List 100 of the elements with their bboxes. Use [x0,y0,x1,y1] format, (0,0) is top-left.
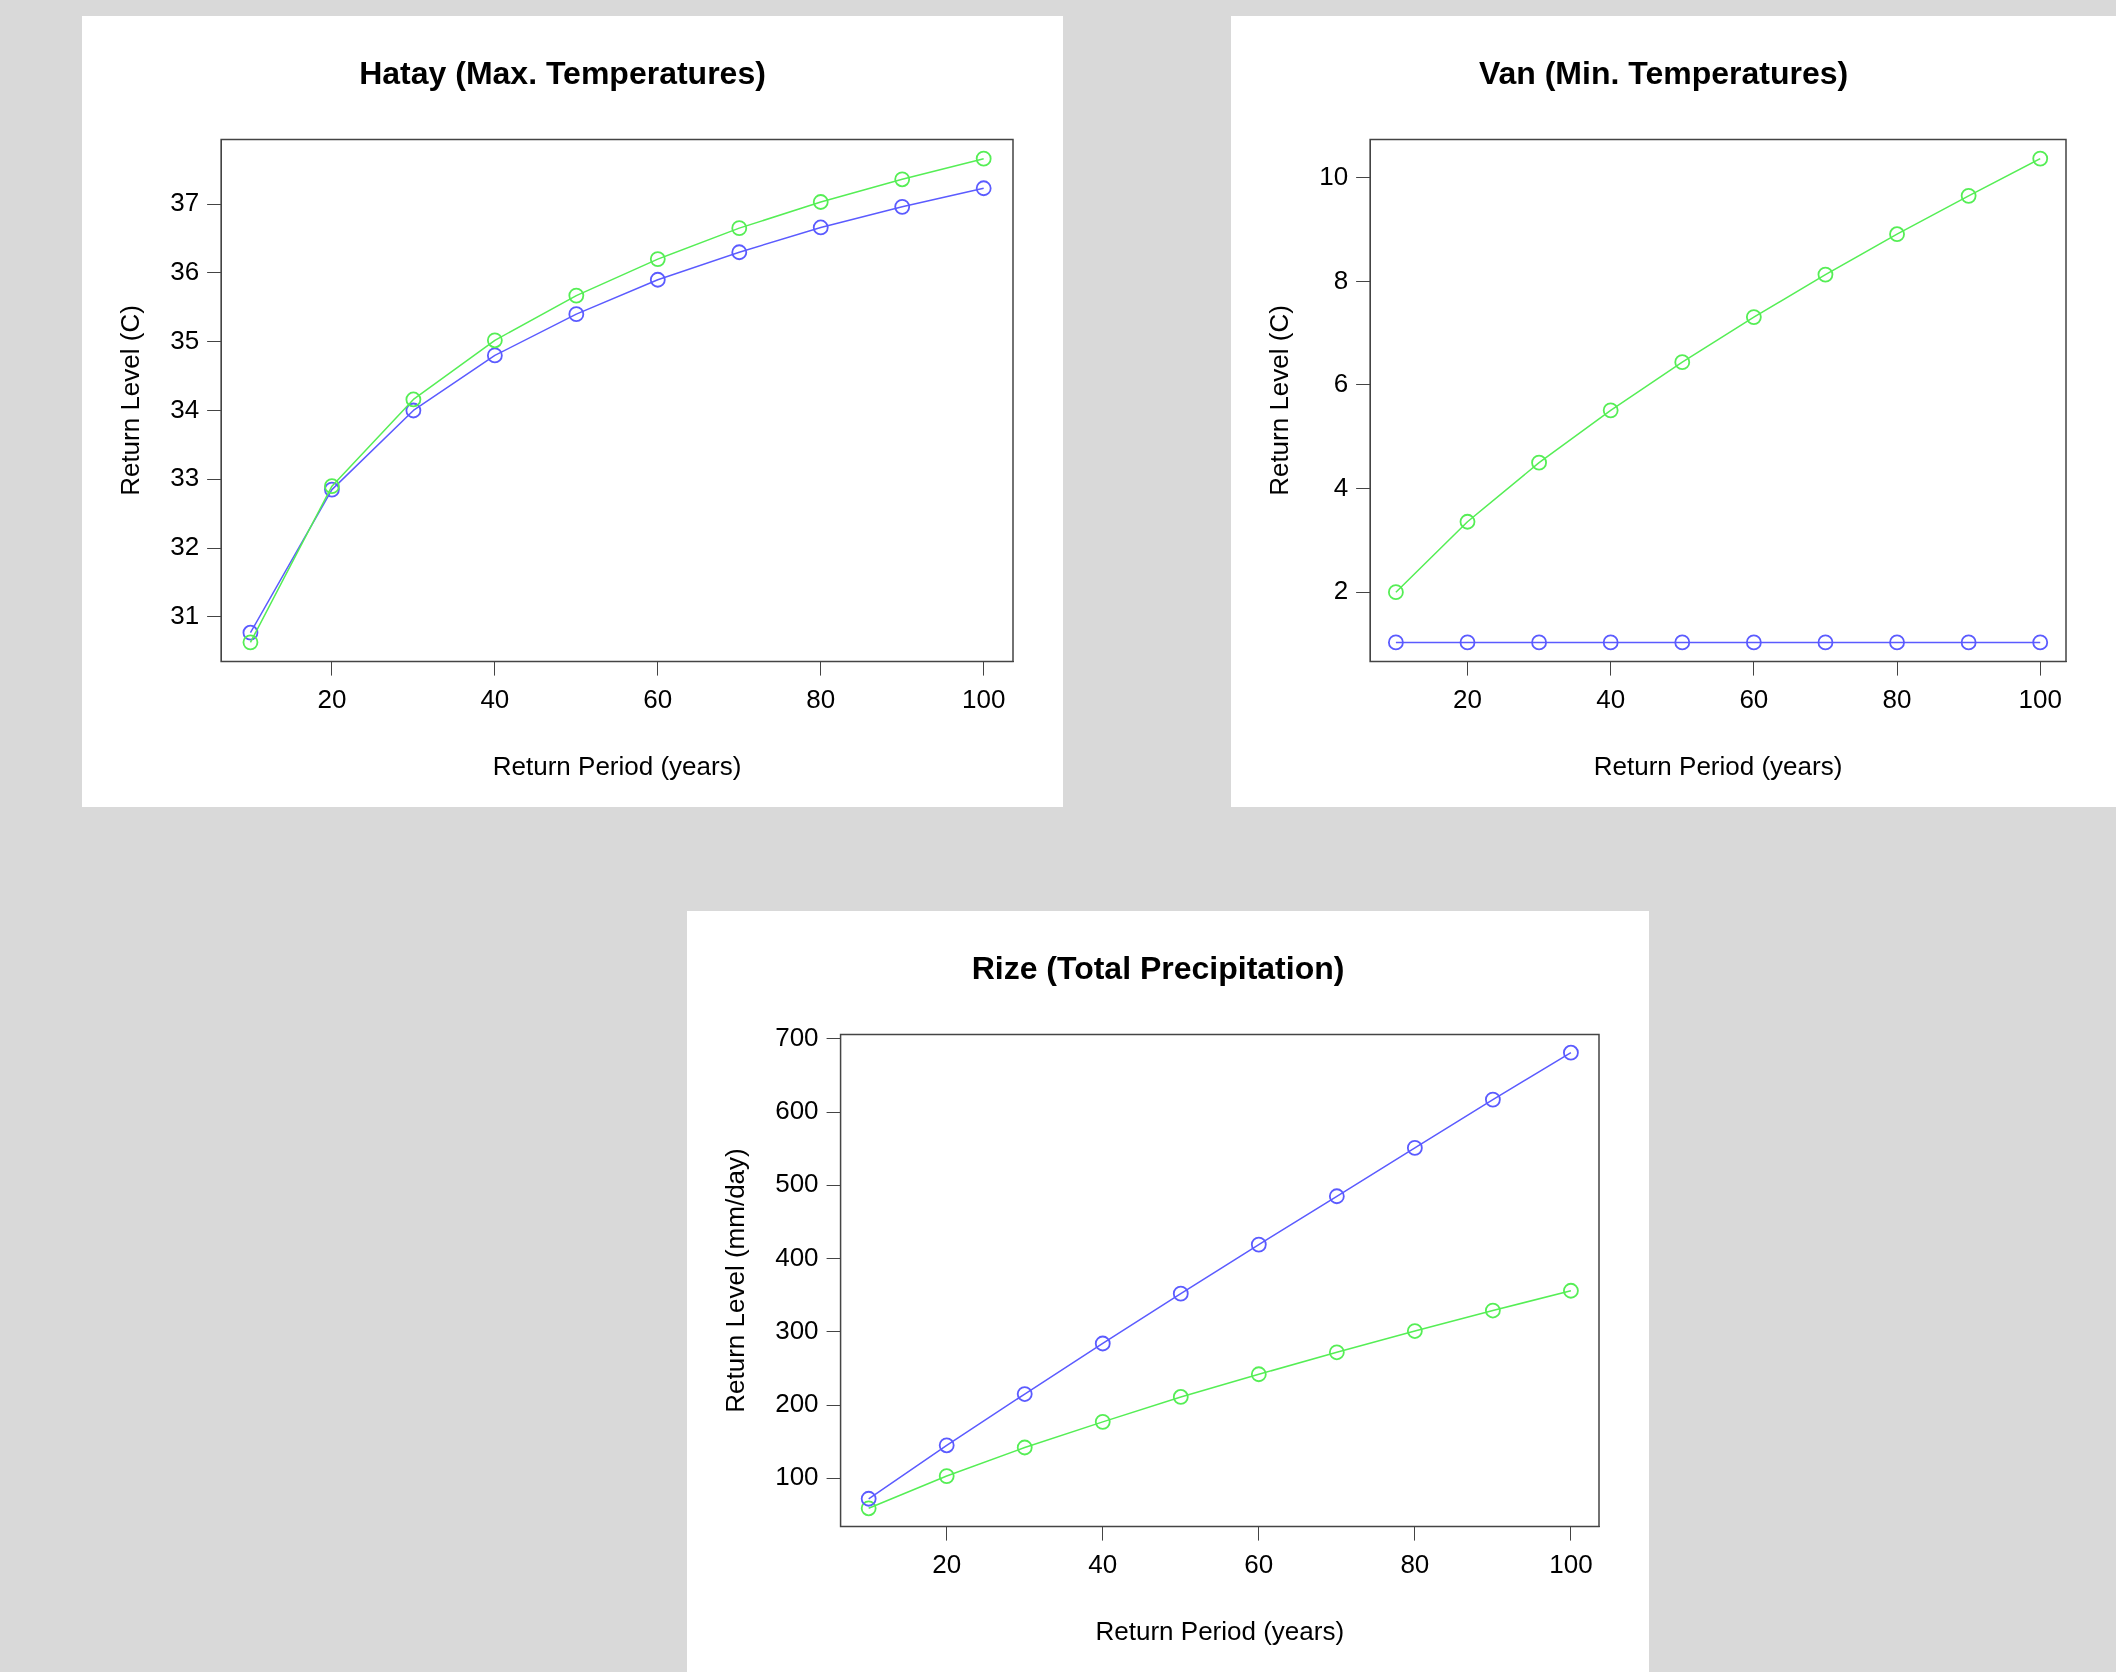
point [894,171,911,188]
point [568,306,585,323]
y-tick-label: 100 [775,1461,819,1492]
point [405,402,422,419]
point [405,391,422,408]
x-tick-label: 100 [2018,684,2062,715]
point [1602,402,1619,419]
point [1172,1389,1189,1405]
point [1960,187,1977,204]
point [1960,634,1977,651]
y-tick-label: 2 [1333,575,1349,606]
point [1459,634,1476,651]
point [860,1500,877,1517]
y-tick-label: 600 [775,1095,819,1126]
chart-title: Rize (Total Precipitation) [971,950,1345,987]
point [1531,634,1547,651]
point [975,180,992,197]
x-tick-label: 20 [317,684,347,715]
y-tick-label: 36 [170,256,200,287]
point [1889,226,1905,243]
y-tick-label: 400 [775,1241,819,1272]
point [1250,1236,1267,1253]
point [2032,634,2049,651]
point [1602,634,1619,651]
point [1484,1302,1501,1319]
chart-title: Hatay (Max. Temperatures) [359,55,766,92]
point [1328,1344,1345,1361]
y-tick-label: 700 [775,1021,819,1052]
y-tick-label: 500 [775,1168,819,1199]
point [649,271,666,288]
x-tick-label: 100 [961,684,1006,715]
point [1745,634,1762,651]
point [1328,1188,1345,1205]
point [568,287,585,304]
point [1531,454,1547,471]
x-tick-label: 40 [480,684,510,715]
x-axis-title: Return Period (years) [1593,750,1843,781]
y-tick-label: 200 [775,1388,819,1419]
point [1484,1091,1501,1108]
point [1459,513,1476,530]
x-tick-label: 20 [932,1549,962,1580]
x-tick-label: 60 [1244,1549,1274,1580]
point [1674,634,1691,651]
y-tick-label: 6 [1333,368,1349,399]
y-axis-title: Return Level (C) [1263,305,1294,496]
y-tick-label: 31 [170,600,200,631]
point [938,1437,955,1454]
y-axis-title: Return Level (mm/day) [719,1148,750,1413]
y-tick-label: 37 [170,187,200,218]
point [1016,1439,1033,1456]
x-tick-label: 80 [1400,1549,1430,1580]
y-axis-title: Return Level (C) [114,305,145,496]
y-tick-label: 35 [170,324,200,355]
point [1563,1044,1579,1061]
point [1817,634,1834,651]
point [1406,1140,1423,1156]
point [1745,309,1762,325]
x-tick-label: 20 [1453,684,1482,715]
x-axis-title: Return Period (years) [1095,1615,1345,1646]
point [1406,1323,1423,1339]
y-tick-label: 32 [170,531,200,562]
point [2032,150,2049,167]
point [812,219,829,236]
point [1563,1282,1579,1299]
y-tick-label: 4 [1333,471,1349,502]
y-tick-label: 8 [1333,264,1349,295]
y-tick-label: 34 [170,393,200,424]
x-tick-label: 80 [1882,684,1912,715]
point [1817,266,1834,283]
point [975,150,992,167]
point [1250,1366,1267,1383]
y-tick-label: 300 [775,1314,819,1345]
point [1387,634,1404,651]
x-axis-title: Return Period (years) [492,750,742,781]
x-tick-label: 100 [1549,1549,1593,1580]
x-tick-label: 40 [1596,684,1626,715]
point [242,624,259,641]
point [894,198,911,215]
x-tick-label: 80 [806,684,836,715]
x-tick-label: 60 [643,684,673,715]
point [860,1490,877,1507]
x-tick-label: 60 [1739,684,1769,715]
point [649,251,666,268]
point [731,220,748,237]
point [1674,354,1691,371]
point [1387,584,1404,601]
y-tick-label: 33 [170,462,200,493]
y-tick-label: 10 [1319,160,1349,191]
point [1094,1413,1111,1430]
point [242,634,259,651]
point [1889,634,1905,651]
point [938,1468,955,1484]
x-tick-label: 40 [1088,1549,1118,1580]
point [486,332,503,349]
point [812,194,829,210]
chart-title: Van (Min. Temperatures) [1478,55,1849,92]
point [731,244,748,261]
point [486,347,503,364]
point [1016,1386,1033,1402]
point [1172,1285,1189,1302]
